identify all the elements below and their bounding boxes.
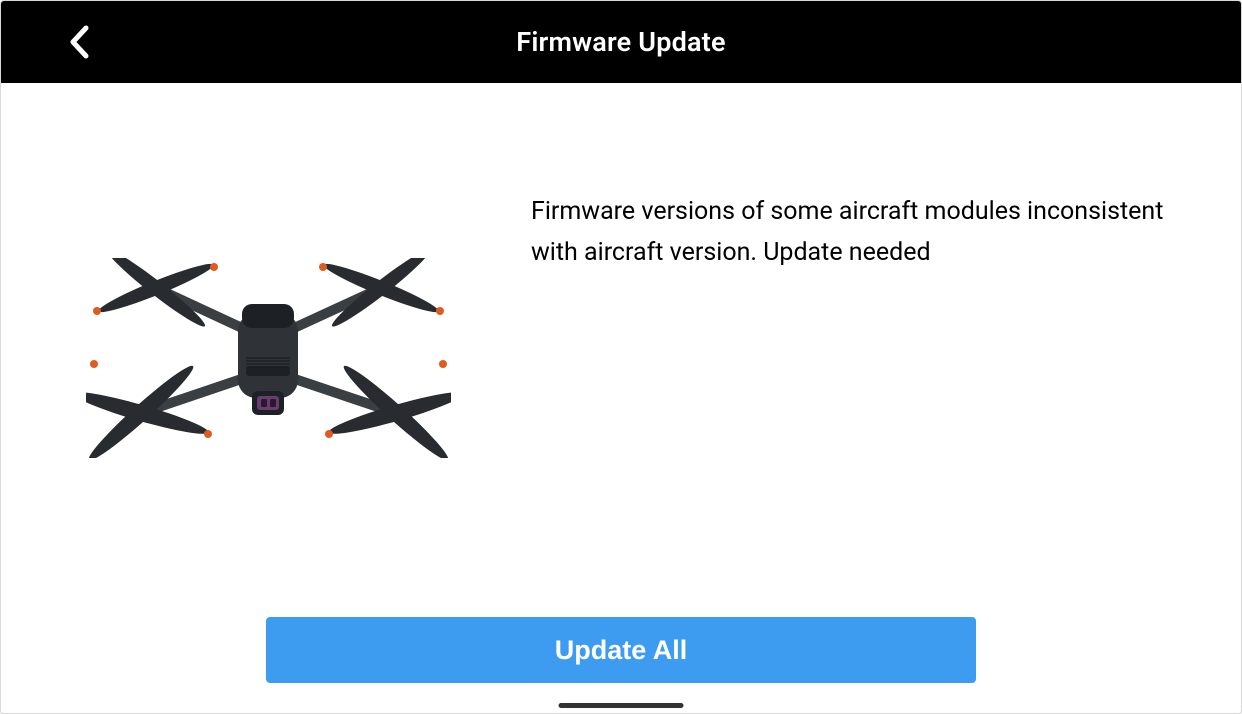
drone-illustration xyxy=(86,258,451,458)
content-area: Firmware versions of some aircraft modul… xyxy=(1,83,1241,713)
header-bar: Firmware Update xyxy=(1,1,1241,83)
update-all-button[interactable]: Update All xyxy=(266,617,976,683)
firmware-status-message: Firmware versions of some aircraft modul… xyxy=(531,191,1171,274)
chevron-left-icon xyxy=(68,25,90,59)
firmware-update-screen: Firmware Update xyxy=(0,0,1242,714)
update-all-label: Update All xyxy=(555,635,688,666)
home-indicator xyxy=(559,703,684,708)
page-title: Firmware Update xyxy=(516,26,725,58)
back-button[interactable] xyxy=(59,22,99,62)
